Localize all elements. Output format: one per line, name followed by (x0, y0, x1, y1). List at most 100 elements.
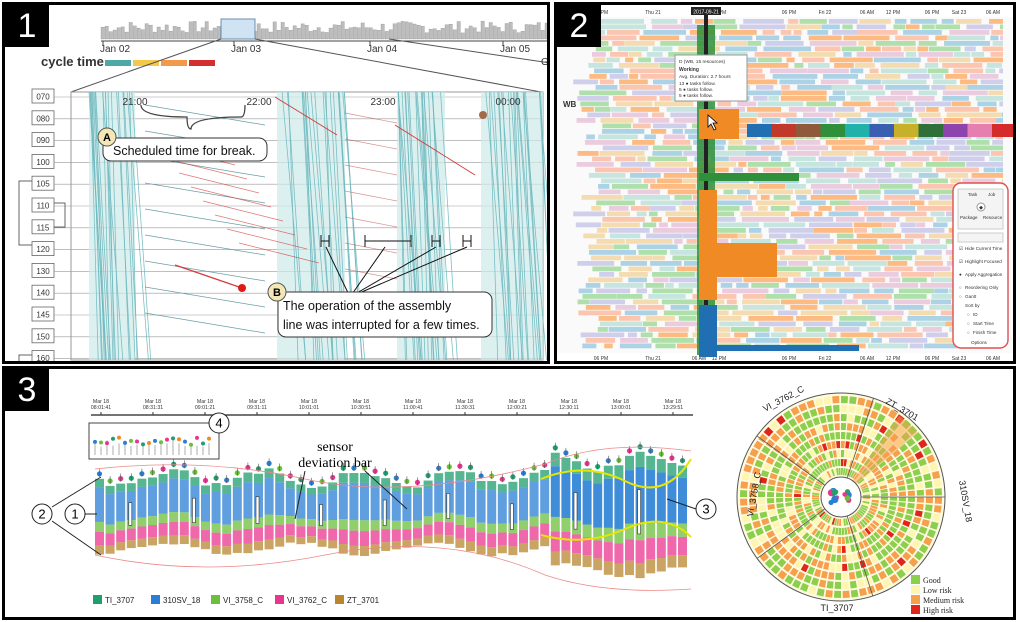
station-box[interactable] (31, 175, 55, 191)
task-bar[interactable] (585, 283, 601, 288)
options-button[interactable]: Options (971, 340, 988, 345)
task-bar[interactable] (575, 222, 602, 228)
task-bar[interactable] (909, 140, 935, 145)
task-bar[interactable] (852, 162, 879, 167)
task-bar[interactable] (727, 145, 757, 151)
task-bar[interactable] (646, 233, 683, 239)
task-bar[interactable] (889, 244, 903, 250)
task-bar[interactable] (716, 52, 748, 57)
task-bar[interactable] (928, 178, 948, 184)
task-bar[interactable] (723, 189, 734, 195)
task-bar[interactable] (856, 24, 886, 30)
task-bar[interactable] (769, 233, 787, 239)
task-bar[interactable] (922, 327, 942, 332)
task-bar[interactable] (746, 338, 780, 343)
task-bar[interactable] (839, 316, 876, 321)
task-bar[interactable] (902, 107, 914, 112)
task-bar[interactable] (914, 261, 943, 266)
task-bar[interactable] (758, 206, 768, 211)
task-bar[interactable] (864, 211, 885, 217)
task-bar[interactable] (653, 123, 687, 129)
task-bar[interactable] (598, 134, 638, 140)
task-bar[interactable] (926, 145, 950, 151)
task-bar[interactable] (632, 90, 677, 96)
task-bar[interactable] (853, 228, 867, 233)
task-bar[interactable] (918, 173, 939, 178)
task-bar[interactable] (586, 134, 595, 140)
task-bar[interactable] (623, 195, 670, 200)
task-bar[interactable] (748, 316, 794, 321)
task-bar[interactable] (916, 266, 951, 272)
task-bar[interactable] (707, 299, 725, 305)
task-bar[interactable] (599, 19, 644, 24)
task-bar[interactable] (884, 145, 925, 151)
task-bar[interactable] (933, 79, 957, 85)
task-bar[interactable] (794, 217, 834, 222)
tab-resource[interactable]: Resource (983, 215, 1003, 220)
task-bar[interactable] (856, 338, 870, 343)
task-bar[interactable] (854, 63, 875, 68)
task-bar[interactable] (878, 118, 899, 123)
task-bar[interactable] (679, 206, 695, 211)
resource-swatch[interactable] (943, 124, 968, 137)
task-bar[interactable] (662, 140, 691, 145)
task-bar[interactable] (672, 129, 683, 134)
task-bar[interactable] (877, 332, 923, 338)
task-bar[interactable] (794, 63, 804, 68)
task-bar[interactable] (783, 167, 795, 173)
station-box[interactable] (31, 350, 55, 361)
task-bar[interactable] (765, 294, 797, 299)
task-bar[interactable] (671, 222, 713, 228)
station-box[interactable] (31, 88, 55, 104)
task-bar[interactable] (596, 288, 631, 294)
task-bar[interactable] (596, 239, 625, 244)
task-bar[interactable] (788, 19, 799, 24)
task-bar[interactable] (854, 151, 868, 156)
task-bar[interactable] (660, 41, 707, 46)
task-bar[interactable] (648, 211, 658, 217)
task-bar[interactable] (848, 178, 877, 184)
task-bar[interactable] (588, 277, 623, 283)
task-bar[interactable] (992, 140, 1003, 145)
task-bar[interactable] (713, 310, 729, 316)
task-bar[interactable] (818, 156, 847, 162)
task-bar[interactable] (943, 118, 963, 123)
task-bar[interactable] (609, 74, 628, 79)
task-bar[interactable] (893, 299, 931, 305)
task-bar[interactable] (676, 266, 699, 272)
task-bar[interactable] (771, 156, 781, 162)
task-bar[interactable] (869, 68, 879, 74)
task-bar[interactable] (846, 167, 863, 173)
task-bar[interactable] (770, 206, 790, 211)
task-bar[interactable] (578, 310, 622, 316)
task-bar[interactable] (900, 162, 923, 167)
task-bar[interactable] (651, 112, 665, 118)
task-bar[interactable] (947, 35, 986, 41)
task-bar[interactable] (608, 206, 629, 211)
task-bar[interactable] (909, 200, 925, 206)
task-bar[interactable] (620, 338, 648, 343)
task-bar[interactable] (853, 294, 892, 299)
task-bar[interactable] (642, 321, 658, 327)
task-bar[interactable] (787, 151, 820, 156)
task-bar[interactable] (676, 343, 708, 349)
task-bar[interactable] (809, 222, 853, 228)
task-bar[interactable] (818, 107, 855, 112)
task-bar[interactable] (982, 46, 1003, 52)
task-bar[interactable] (602, 145, 649, 151)
task-bar[interactable] (809, 41, 857, 46)
task-bar[interactable] (744, 79, 778, 85)
task-bar[interactable] (663, 134, 686, 140)
task-bar[interactable] (585, 338, 616, 343)
task-bar[interactable] (720, 283, 733, 288)
task-bar[interactable] (780, 299, 818, 305)
task-bar[interactable] (645, 283, 664, 288)
task-bar[interactable] (932, 156, 949, 162)
task-bar[interactable] (781, 90, 827, 96)
task-bar[interactable] (856, 52, 904, 57)
task-bar[interactable] (907, 316, 953, 321)
task-bar[interactable] (867, 305, 892, 310)
task-bar[interactable] (632, 299, 659, 305)
task-bar[interactable] (799, 19, 827, 24)
task-bar[interactable] (618, 63, 659, 68)
